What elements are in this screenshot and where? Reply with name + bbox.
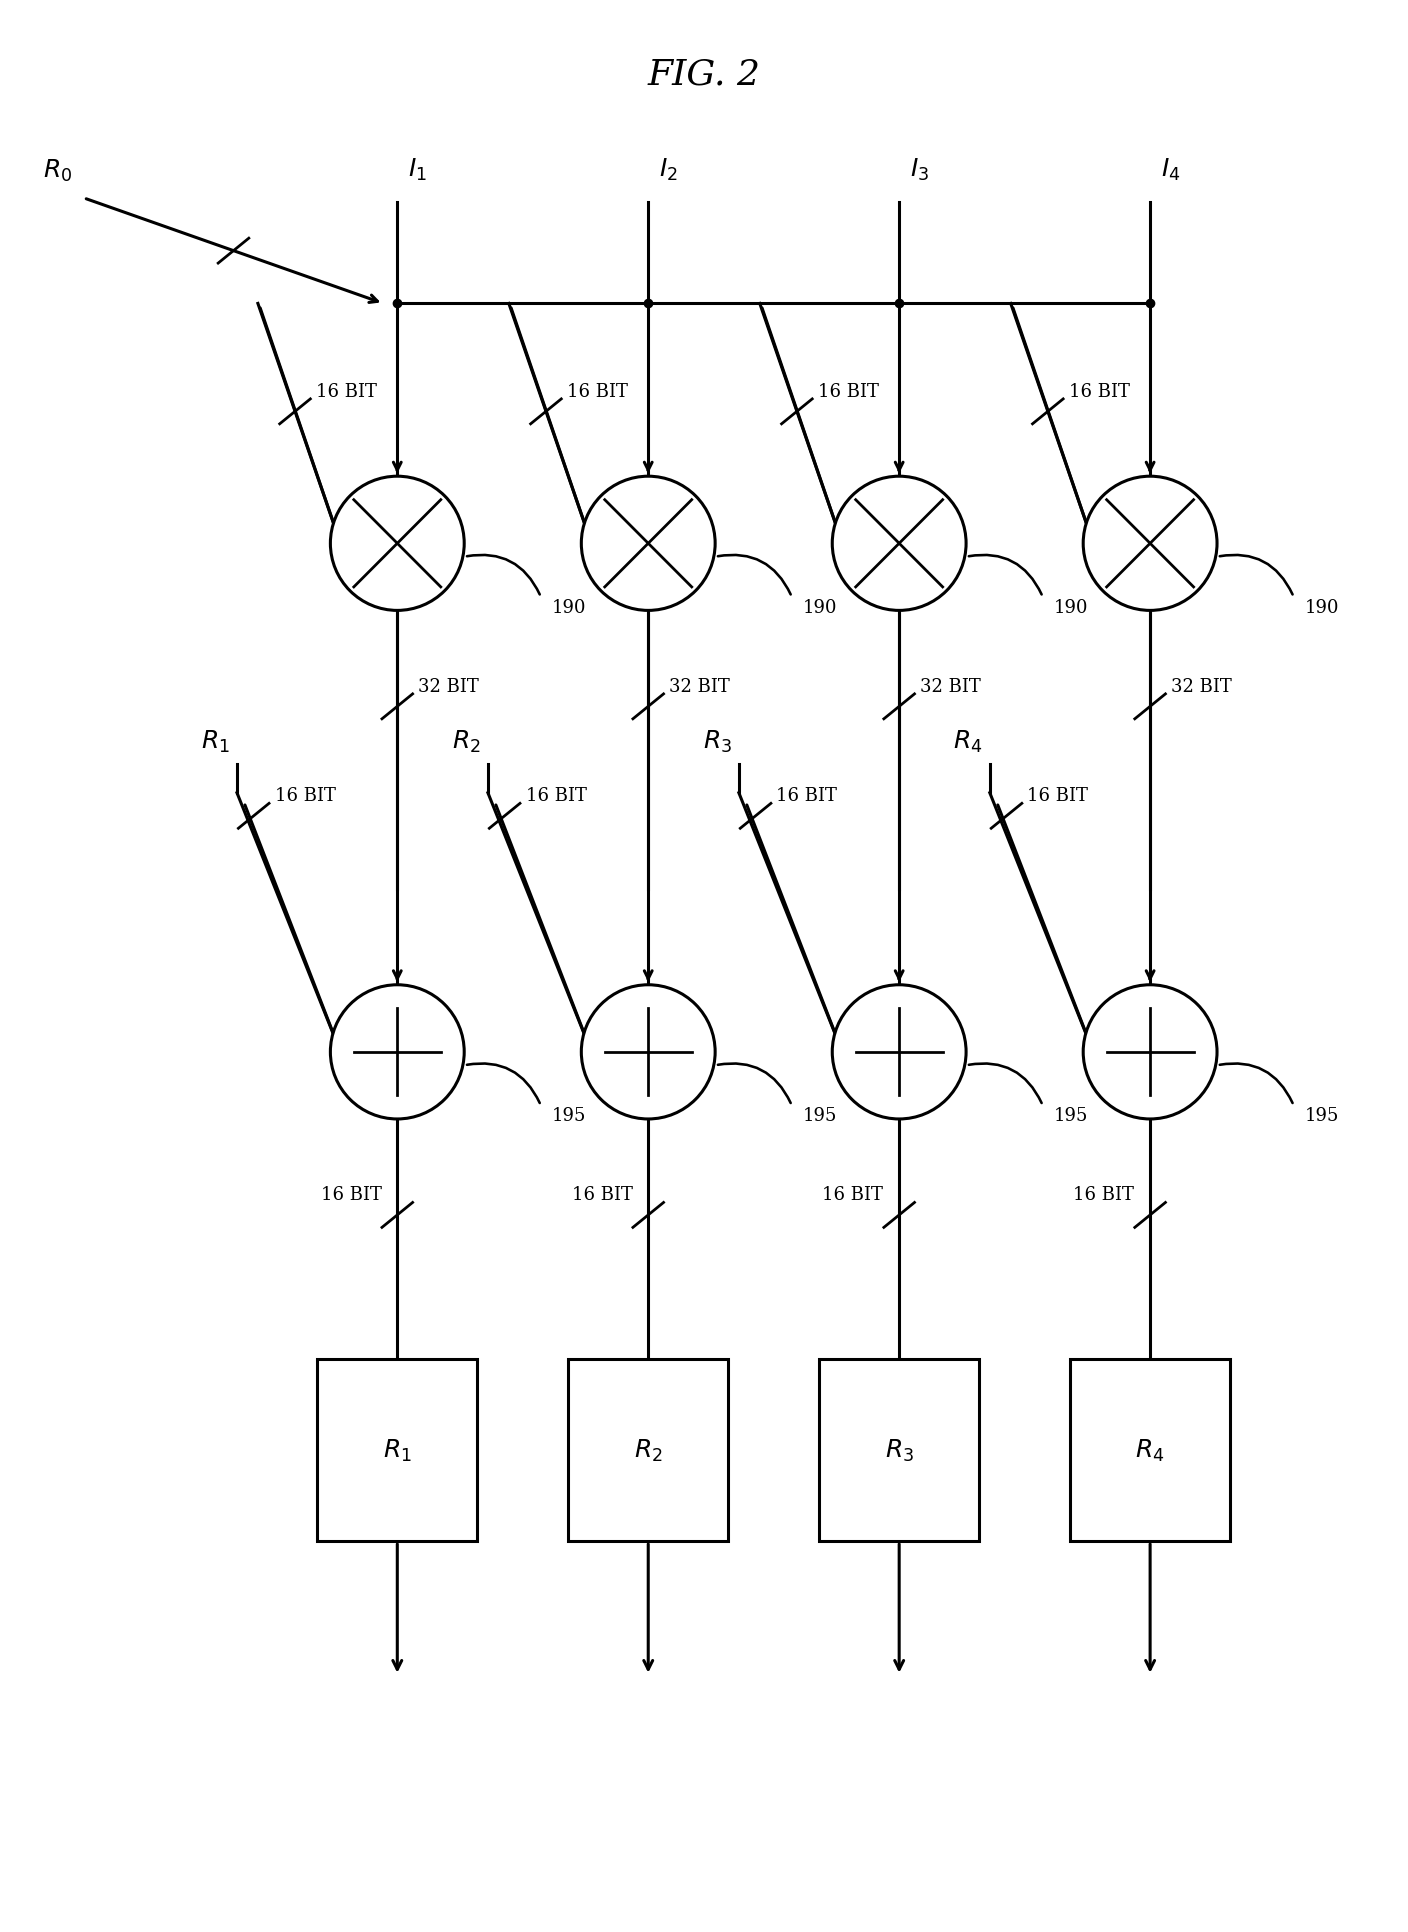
Ellipse shape bbox=[582, 985, 715, 1119]
Text: $R_3$: $R_3$ bbox=[703, 728, 732, 755]
Text: 16 BIT: 16 BIT bbox=[525, 786, 586, 806]
Text: 16 BIT: 16 BIT bbox=[321, 1186, 382, 1204]
Text: 190: 190 bbox=[803, 599, 838, 616]
Text: $R_2$: $R_2$ bbox=[452, 728, 482, 755]
Ellipse shape bbox=[331, 985, 465, 1119]
Text: 195: 195 bbox=[1305, 1107, 1339, 1124]
Text: 16 BIT: 16 BIT bbox=[1069, 383, 1129, 400]
Text: 16 BIT: 16 BIT bbox=[572, 1186, 632, 1204]
Text: $R_3$: $R_3$ bbox=[884, 1437, 914, 1463]
Text: $R_0$: $R_0$ bbox=[44, 156, 72, 184]
Text: 16 BIT: 16 BIT bbox=[776, 786, 838, 806]
Text: 32 BIT: 32 BIT bbox=[669, 678, 729, 696]
Text: 16 BIT: 16 BIT bbox=[315, 383, 377, 400]
Text: FIG. 2: FIG. 2 bbox=[648, 58, 760, 91]
Ellipse shape bbox=[1083, 985, 1217, 1119]
Ellipse shape bbox=[1083, 477, 1217, 611]
Bar bbox=[317, 1360, 477, 1542]
Bar bbox=[567, 1360, 728, 1542]
Text: 16 BIT: 16 BIT bbox=[818, 383, 879, 400]
Text: 32 BIT: 32 BIT bbox=[418, 678, 479, 696]
Text: 190: 190 bbox=[1305, 599, 1339, 616]
Text: $R_4$: $R_4$ bbox=[1135, 1437, 1164, 1463]
Text: $R_4$: $R_4$ bbox=[953, 728, 983, 755]
Text: 16 BIT: 16 BIT bbox=[822, 1186, 883, 1204]
Text: 16 BIT: 16 BIT bbox=[567, 383, 628, 400]
Text: 190: 190 bbox=[552, 599, 587, 616]
Ellipse shape bbox=[331, 477, 465, 611]
Text: $R_1$: $R_1$ bbox=[201, 728, 230, 755]
Ellipse shape bbox=[582, 477, 715, 611]
Text: $I_2$: $I_2$ bbox=[659, 156, 679, 184]
Text: 16 BIT: 16 BIT bbox=[1073, 1186, 1135, 1204]
Text: 195: 195 bbox=[1055, 1107, 1088, 1124]
Ellipse shape bbox=[832, 477, 966, 611]
Text: $I_3$: $I_3$ bbox=[911, 156, 929, 184]
Text: 195: 195 bbox=[803, 1107, 838, 1124]
Text: 32 BIT: 32 BIT bbox=[919, 678, 981, 696]
Text: $R_1$: $R_1$ bbox=[383, 1437, 411, 1463]
Text: 190: 190 bbox=[1055, 599, 1088, 616]
Bar bbox=[1070, 1360, 1231, 1542]
Text: $I_4$: $I_4$ bbox=[1162, 156, 1181, 184]
Text: 195: 195 bbox=[552, 1107, 586, 1124]
Text: 16 BIT: 16 BIT bbox=[275, 786, 335, 806]
Ellipse shape bbox=[832, 985, 966, 1119]
Bar bbox=[819, 1360, 980, 1542]
Text: $I_1$: $I_1$ bbox=[408, 156, 427, 184]
Text: $R_2$: $R_2$ bbox=[634, 1437, 663, 1463]
Text: 32 BIT: 32 BIT bbox=[1171, 678, 1232, 696]
Text: 16 BIT: 16 BIT bbox=[1028, 786, 1088, 806]
